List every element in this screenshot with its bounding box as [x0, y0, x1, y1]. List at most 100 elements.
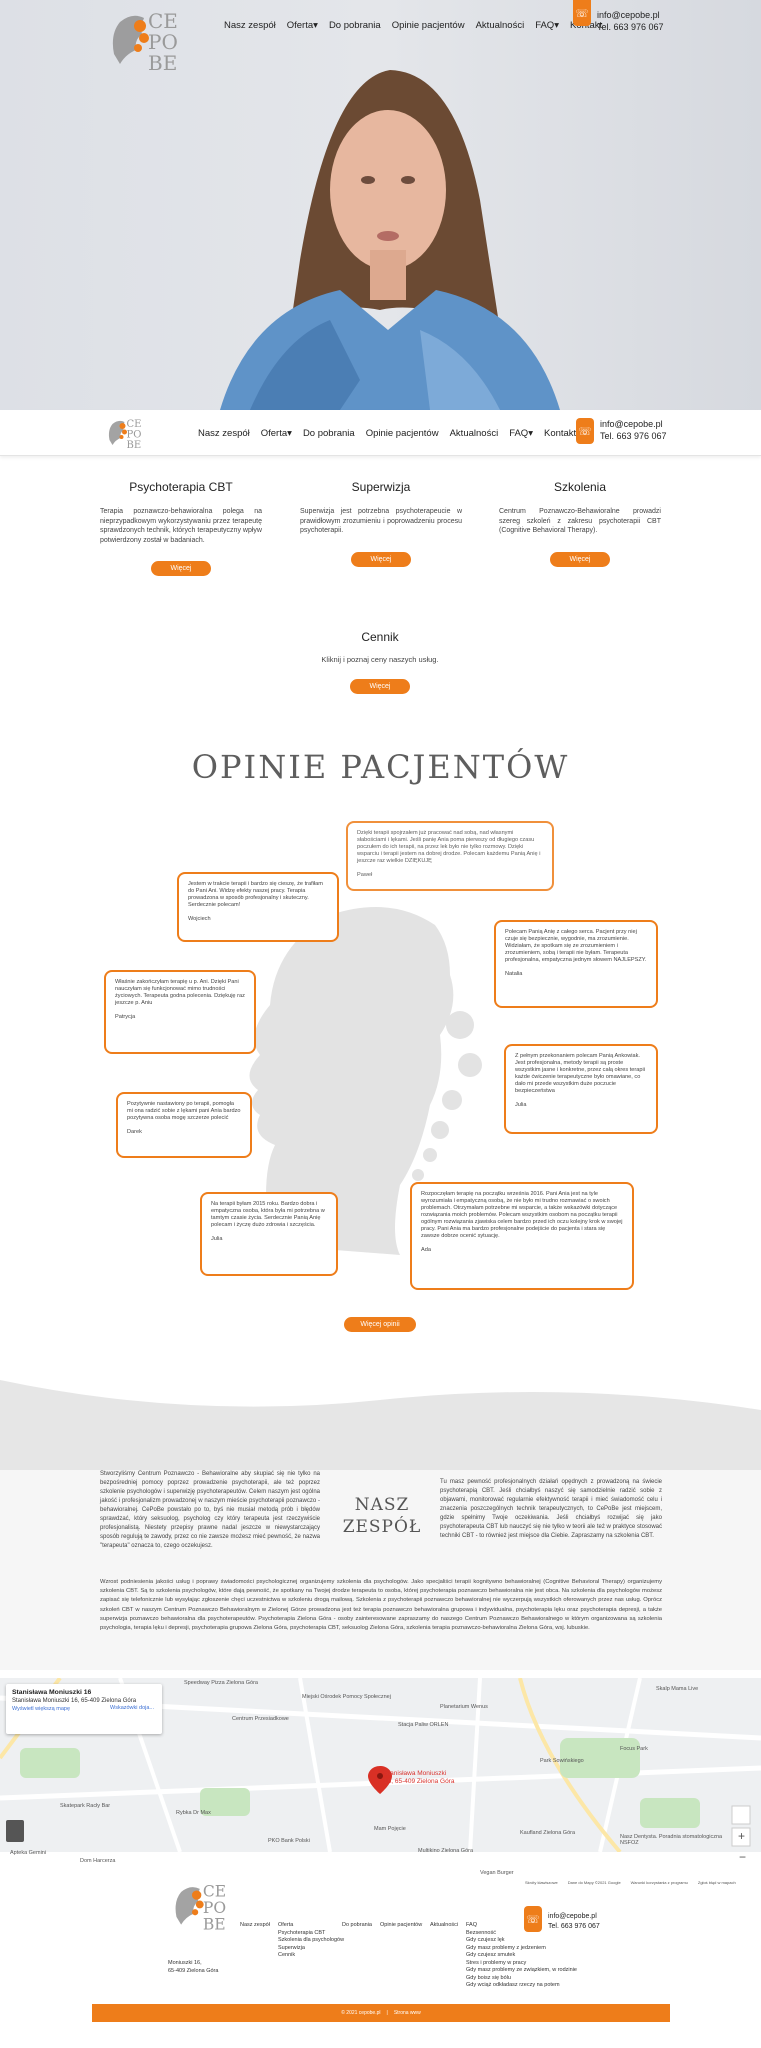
svg-text:CE: CE [127, 419, 142, 430]
section-wave-divider [0, 1380, 761, 1480]
map-directions-link[interactable]: Wskazówki doja... [110, 1705, 155, 1711]
cepobe-logo-small[interactable]: CE PO BE [102, 415, 146, 451]
cepobe-logo[interactable]: CE PO BE [104, 4, 182, 76]
team-intro-right: Tu masz pewność profesjonalnych działań … [440, 1479, 662, 1539]
footer-separator: | [386, 2010, 388, 2016]
nav-item-team[interactable]: Nasz zespół [224, 20, 276, 31]
top-navigation: CE PO BE Nasz zespół Oferta▾ Do pobrania… [0, 0, 761, 75]
sticky-phone[interactable]: Tel. 663 976 067 [600, 431, 667, 441]
phone-icon: ☏ [576, 418, 594, 444]
footer-link[interactable]: Gdy czujesz smutek [466, 1952, 516, 1958]
map-place: Focus Park [620, 1746, 648, 1752]
map-attribution-item[interactable]: Warunki korzystania z programu [630, 1880, 688, 1885]
svg-text:CE: CE [203, 1883, 226, 1901]
footer-link[interactable]: Psychoterapia CBT [278, 1929, 326, 1936]
testimonial-bubble: Polecam Panią Anię z całego serca. Pacje… [494, 920, 658, 1008]
testimonial-text: Z pełnym przekonaniem polecam Panią Anko… [515, 1053, 645, 1094]
sticky-nav-item-contact[interactable]: Kontakt [543, 428, 577, 439]
pricing-more-button[interactable]: Więcej [350, 679, 410, 694]
hero: CE PO BE Nasz zespół Oferta▾ Do pobrania… [0, 0, 761, 410]
sticky-nav-item-faq[interactable]: FAQ▾ [509, 428, 533, 439]
sticky-nav-item-downloads[interactable]: Do pobrania [302, 428, 355, 439]
map-place: Stacja Paliw ORLEN [398, 1722, 449, 1728]
copyright: © 2021 cepobe.pl [341, 2010, 381, 2016]
sticky-nav-item-offer-label: Oferta [260, 428, 288, 439]
service-supervision: Superwizja Superwizja jest potrzebna psy… [300, 480, 462, 567]
service-cbt: Psychoterapia CBT Terapia poznawczo-beha… [100, 480, 262, 576]
more-button[interactable]: Więcej [351, 551, 411, 567]
svg-text:PO: PO [203, 1899, 226, 1917]
map-place: Kaufland Zielona Góra [520, 1830, 576, 1836]
footer-link-news[interactable]: Aktualności [430, 1922, 459, 1928]
map-zoom-in-icon[interactable]: + [738, 1829, 746, 1843]
testimonial-author: Patrycja [115, 1014, 136, 1020]
testimonial-bubble: Na terapii byłam 2015 roku. Bardzo dobra… [200, 1192, 338, 1276]
testimonial-text: Właśnie zakończyłam terapię u p. Ani. Dz… [115, 979, 245, 1006]
map-place: Multikino Zielona Góra [418, 1848, 474, 1854]
footer-link[interactable]: Gdy boisz się bólu [466, 1974, 511, 1981]
map-place: Park Sowińskiego [540, 1758, 584, 1764]
map-place: Vegan Burger [480, 1870, 514, 1876]
main-nav: Nasz zespół Oferta▾ Do pobrania Opinie p… [224, 20, 602, 31]
header-email[interactable]: info@cepobe.pl [597, 10, 660, 20]
footer-link[interactable]: Stres i problemy w pracy [466, 1959, 527, 1966]
map-attribution-item[interactable]: Zgłoś błąd w mapach [697, 1880, 736, 1885]
map-pin-label-line2: 16, 65-409 Zielona Góra [384, 1778, 455, 1785]
footer-logo[interactable]: CE PO BE [168, 1878, 230, 1934]
footer-bar: © 2021 cepobe.pl | Strona www [92, 2004, 670, 2022]
footer-link-offer[interactable]: Oferta [278, 1922, 294, 1928]
svg-text:BE: BE [203, 1915, 226, 1933]
more-button[interactable]: Więcej [550, 551, 610, 567]
head-silhouette-illustration [249, 907, 482, 1255]
footer-link[interactable]: Bezsenność [466, 1929, 496, 1936]
sticky-email[interactable]: info@cepobe.pl [600, 419, 663, 429]
map-larger-link[interactable]: Wyświetl większą mapę [12, 1706, 71, 1712]
map-info-card: Stanisława Moniuszki 16 Stanisława Moniu… [6, 1684, 162, 1734]
footer-link[interactable]: Gdy wciąż odkładasz rzeczy na potem [466, 1982, 560, 1988]
map-place: Mam Pojęcie [374, 1826, 406, 1832]
more-button[interactable]: Więcej [151, 561, 211, 576]
map-place: Skalp Mama Live [656, 1686, 699, 1692]
footer-contact: ☏ info@cepobe.pl Tel. 663 976 067 [524, 1906, 600, 1932]
testimonial-text: Pozytywnie nastawiony po terapii, pomogł… [127, 1101, 241, 1121]
footer-link[interactable]: Gdy masz problemy ze związkiem, w rodzin… [466, 1967, 577, 1973]
sticky-nav-item-team[interactable]: Nasz zespół [198, 428, 250, 439]
sticky-nav-item-reviews[interactable]: Opinie pacjentów [365, 428, 439, 439]
footer-link-reviews[interactable]: Opinie pacjentów [380, 1922, 423, 1928]
footer-email[interactable]: info@cepobe.pl [548, 1913, 597, 1920]
map-attribution-item[interactable]: Skróty klawiszowe [525, 1880, 558, 1885]
footer-link-faq[interactable]: FAQ [466, 1922, 478, 1928]
google-map[interactable] [0, 1678, 761, 1852]
sticky-main-nav: Nasz zespół Oferta▾ Do pobrania Opinie p… [198, 428, 576, 439]
testimonial-bubble: Pozytywnie nastawiony po terapii, pomogł… [116, 1092, 252, 1158]
nav-item-reviews[interactable]: Opinie pacjentów [391, 20, 465, 31]
nav-item-downloads[interactable]: Do pobrania [328, 20, 381, 31]
sticky-nav-item-news[interactable]: Aktualności [449, 428, 499, 439]
pricing-text: Kliknij i poznaj ceny naszych usług. [321, 655, 439, 664]
testimonials-more-wrap: Więcej opinii [344, 1313, 416, 1332]
footer-phone[interactable]: Tel. 663 976 067 [548, 1923, 600, 1930]
footer-link-downloads[interactable]: Do pobrania [342, 1922, 372, 1928]
header-phone[interactable]: Tel. 663 976 067 [597, 22, 664, 32]
footer-link[interactable]: Superwizja [278, 1944, 305, 1951]
footer-address: Moniuszki 16, 65-409 Zielona Góra [168, 1960, 218, 1975]
map-place: Skatepark Racły Bar [60, 1803, 111, 1809]
sticky-nav-item-offer[interactable]: Oferta▾ [260, 428, 292, 439]
footer-link[interactable]: Szkolenia dla psychologów [278, 1937, 345, 1943]
footer-credit-link[interactable]: Strona www [393, 2010, 421, 2016]
map-place: PKO Bank Polski [268, 1838, 310, 1844]
hero-portrait-image [0, 0, 761, 410]
testimonial-author: Darek [127, 1129, 142, 1135]
testimonials-more-button[interactable]: Więcej opinii [344, 1317, 416, 1332]
footer-link-team[interactable]: Nasz zespół [240, 1922, 270, 1928]
map-pin-label-line1: Stanisława Moniuszki [384, 1770, 447, 1777]
nav-item-faq[interactable]: FAQ▾ [535, 20, 559, 31]
footer-faq-column: FAQ Bezsenność Gdy czujesz lęk Gdy masz … [466, 1922, 577, 1990]
map-place: Miejski Ośrodek Pomocy Społecznej [302, 1694, 391, 1700]
nav-item-news[interactable]: Aktualności [475, 20, 525, 31]
footer-link[interactable]: Cennik [278, 1952, 296, 1958]
footer-link[interactable]: Gdy czujesz lęk [466, 1937, 505, 1943]
map-zoom-out-icon[interactable]: − [739, 1850, 747, 1864]
nav-item-offer[interactable]: Oferta▾ [286, 20, 318, 31]
footer-link[interactable]: Gdy masz problemy z jedzeniem [466, 1944, 546, 1951]
